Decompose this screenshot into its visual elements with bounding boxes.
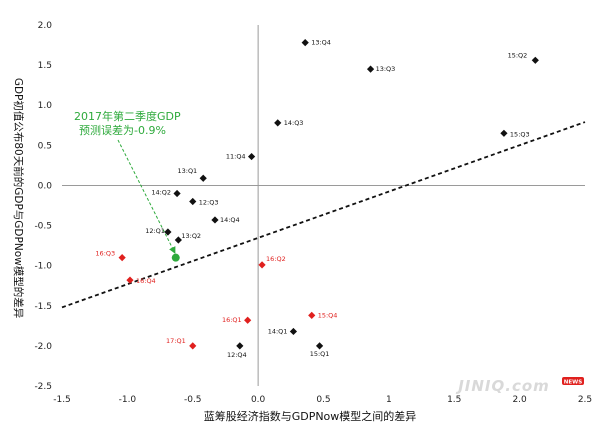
x-tick-label: 2.0 [512,395,527,405]
data-point-label: 14:Q3 [284,119,304,127]
data-point-label: 16:Q2 [266,255,286,263]
y-tick-label: 1.5 [38,61,52,71]
annotation-line-1: 2017年第二季度GDP [74,109,181,123]
y-tick-label: 0.5 [38,141,52,151]
data-point [500,129,508,137]
data-point-label: 17:Q1 [166,337,186,345]
trendline-path [61,121,586,309]
data-point-label: 14:Q4 [220,216,240,224]
data-point-label: 13:Q1 [177,167,197,175]
data-point-label: 14:Q1 [268,327,288,335]
data-point [308,311,316,320]
data-point [211,216,219,224]
y-tick-label: -1.0 [34,262,52,272]
data-point [301,39,309,47]
data-point [236,342,244,350]
x-tick-label: 0.0 [251,395,266,405]
data-point [164,228,172,236]
data-point [258,261,266,269]
data-point-label: 16:Q4 [136,277,156,285]
data-point [289,327,298,336]
data-point-label: 12:Q3 [199,198,219,206]
data-point-label: 15:Q1 [310,350,330,358]
annotation-arrow [117,139,176,254]
x-tick-label: 0.5 [316,395,330,405]
data-point-label: 14:Q2 [151,188,171,196]
annotation-line-2: 预测误差为-0.9% [79,123,166,137]
data-point [126,276,134,284]
annotation: 2017年第二季度GDP 预测误差为-0.9% [74,109,181,254]
tick-labels: 2.01.51.00.50.0-0.5-1.0-1.5-2.0-2.5-1.5-… [34,21,592,405]
data-point-label: 16:Q3 [95,250,115,258]
y-tick-label: -0.5 [34,222,52,232]
data-point [189,197,197,206]
data-point [315,342,324,350]
data-point [274,119,282,127]
x-tick-label: 2.5 [578,395,592,405]
data-point [174,236,182,244]
data-point [189,342,197,350]
x-axis-label: 蓝筹股经济指数与GDPNow模型之间的差异 [204,409,417,423]
watermark-text: JINIQ.com [455,377,550,395]
data-point-label: 13:Q2 [181,232,201,240]
data-point-label: 15:Q2 [508,51,528,59]
y-tick-label: -2.0 [34,342,52,352]
data-point-label: 15:Q4 [318,311,338,319]
data-point [199,174,207,182]
trendline [61,121,586,309]
data-point [247,152,256,161]
axes [62,25,585,386]
x-tick-label: 1 [386,395,392,405]
data-point-label: 13:Q3 [376,65,396,73]
data-point-label: 12:Q4 [227,351,247,359]
y-tick-label: -1.5 [34,302,52,312]
data-point [118,254,126,262]
data-point [244,316,252,324]
data-point-label: 16:Q1 [222,316,242,324]
data-point-label: 13:Q4 [311,39,331,47]
data-point-label: 15:Q3 [510,130,530,138]
x-tick-label: -1.5 [53,395,71,405]
data-point-label: 11:Q4 [226,153,246,161]
x-tick-label: -1.0 [119,395,137,405]
y-tick-label: -2.5 [34,382,52,392]
y-tick-label: 1.0 [38,101,53,111]
y-tick-label: 2.0 [38,21,53,31]
watermark-badge-text: NEWS [564,380,582,386]
data-point [173,189,181,198]
y-axis-label: GDP初值公布80天前的GDP与GDPNow模型的差异 [12,78,25,318]
data-points: 13:Q4 15:Q2 13:Q3 14:Q3 15:Q3 11:Q4 13:Q1 14:Q2… [95,39,539,359]
y-tick-label: 0.0 [38,181,53,191]
watermark-badge [562,377,584,385]
data-point [531,56,539,64]
data-point [366,65,375,73]
data-point-label: 12:Q1 [145,227,165,235]
watermark: JINIQ.com NEWS [455,377,584,395]
data-point-highlight [171,253,180,262]
x-tick-label: -0.5 [184,395,202,405]
x-tick-label: 1.5 [447,395,461,405]
